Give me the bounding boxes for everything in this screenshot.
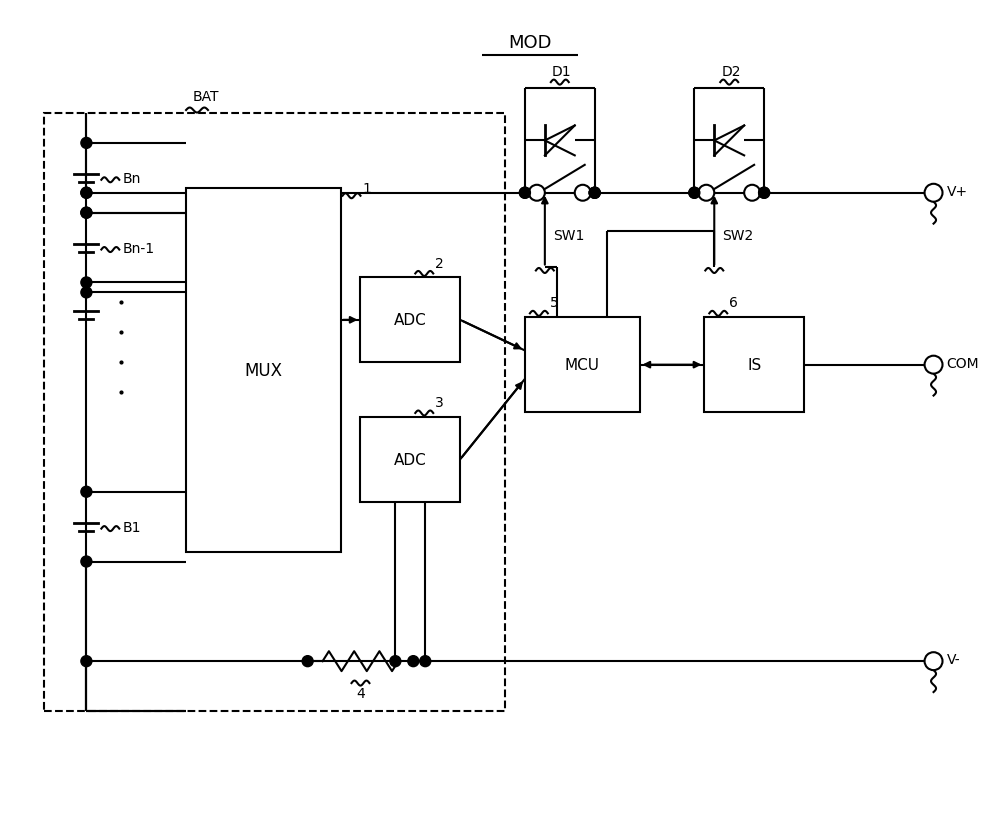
Circle shape [302, 656, 313, 667]
Bar [360, 418, 460, 502]
Circle shape [698, 185, 714, 202]
Text: BAT: BAT [193, 90, 219, 104]
Text: ADC: ADC [394, 313, 427, 328]
Text: MCU: MCU [565, 358, 600, 373]
Text: D2: D2 [721, 65, 741, 79]
Text: IS: IS [747, 358, 761, 373]
Text: V-: V- [946, 653, 960, 667]
Text: 2: 2 [435, 256, 444, 270]
Text: COM: COM [946, 356, 979, 370]
Circle shape [925, 653, 943, 671]
Circle shape [589, 188, 600, 199]
Circle shape [519, 188, 530, 199]
Text: D1: D1 [552, 65, 572, 79]
Circle shape [575, 185, 591, 202]
Text: 3: 3 [435, 395, 444, 409]
Circle shape [759, 188, 770, 199]
Text: 1: 1 [362, 182, 371, 195]
Circle shape [689, 188, 700, 199]
Bar [186, 189, 341, 552]
Bar [704, 318, 804, 413]
Text: Bn-1: Bn-1 [122, 241, 154, 256]
Text: ADC: ADC [394, 452, 427, 467]
Circle shape [81, 208, 92, 219]
Circle shape [925, 184, 943, 203]
Text: SW1: SW1 [553, 228, 584, 242]
Text: V+: V+ [946, 184, 968, 198]
Text: 4: 4 [356, 686, 365, 700]
Text: 5: 5 [550, 296, 559, 310]
Circle shape [390, 656, 401, 667]
Text: 6: 6 [729, 296, 738, 310]
Circle shape [589, 188, 600, 199]
Text: B1: B1 [122, 520, 141, 534]
Circle shape [689, 188, 700, 199]
Circle shape [81, 278, 92, 289]
Circle shape [81, 486, 92, 498]
Circle shape [759, 188, 770, 199]
Circle shape [81, 188, 92, 199]
Circle shape [925, 356, 943, 374]
Circle shape [81, 208, 92, 219]
Bar [525, 318, 640, 413]
Circle shape [420, 656, 431, 667]
Circle shape [81, 557, 92, 567]
Circle shape [81, 288, 92, 299]
Bar [360, 278, 460, 363]
Text: SW2: SW2 [722, 228, 754, 242]
Circle shape [81, 656, 92, 667]
Circle shape [81, 138, 92, 149]
Text: MOD: MOD [508, 34, 552, 52]
Bar [44, 114, 505, 711]
Circle shape [519, 188, 530, 199]
Circle shape [589, 188, 600, 199]
Circle shape [81, 188, 92, 199]
Text: MUX: MUX [244, 361, 282, 380]
Text: Bn: Bn [122, 171, 141, 185]
Circle shape [529, 185, 545, 202]
Circle shape [744, 185, 760, 202]
Circle shape [408, 656, 419, 667]
